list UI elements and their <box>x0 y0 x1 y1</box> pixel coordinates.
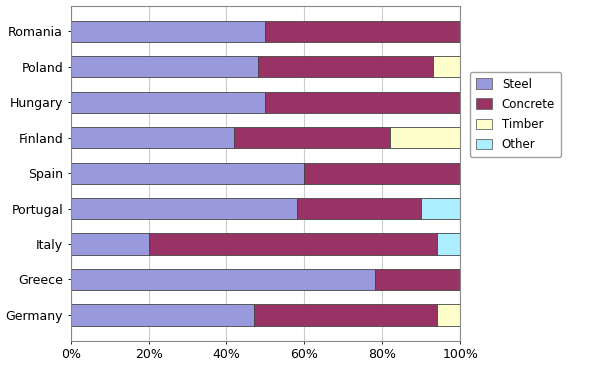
Bar <box>433 56 460 77</box>
Bar <box>149 233 437 255</box>
Bar <box>437 233 460 255</box>
Bar <box>421 198 460 219</box>
Bar <box>375 269 460 290</box>
Legend: Steel, Concrete, Timber, Other: Steel, Concrete, Timber, Other <box>470 72 561 157</box>
Bar <box>437 304 460 326</box>
Bar <box>71 198 297 219</box>
Bar <box>71 56 258 77</box>
Bar <box>254 304 437 326</box>
Bar <box>71 304 254 326</box>
Bar <box>266 21 460 42</box>
Bar <box>71 127 234 148</box>
Bar <box>258 56 433 77</box>
Bar <box>297 198 421 219</box>
Bar <box>266 92 460 113</box>
Bar <box>71 163 304 184</box>
Bar <box>71 233 149 255</box>
Bar <box>71 269 375 290</box>
Bar <box>304 163 460 184</box>
Bar <box>390 127 460 148</box>
Bar <box>234 127 390 148</box>
Bar <box>71 92 266 113</box>
Bar <box>71 21 266 42</box>
